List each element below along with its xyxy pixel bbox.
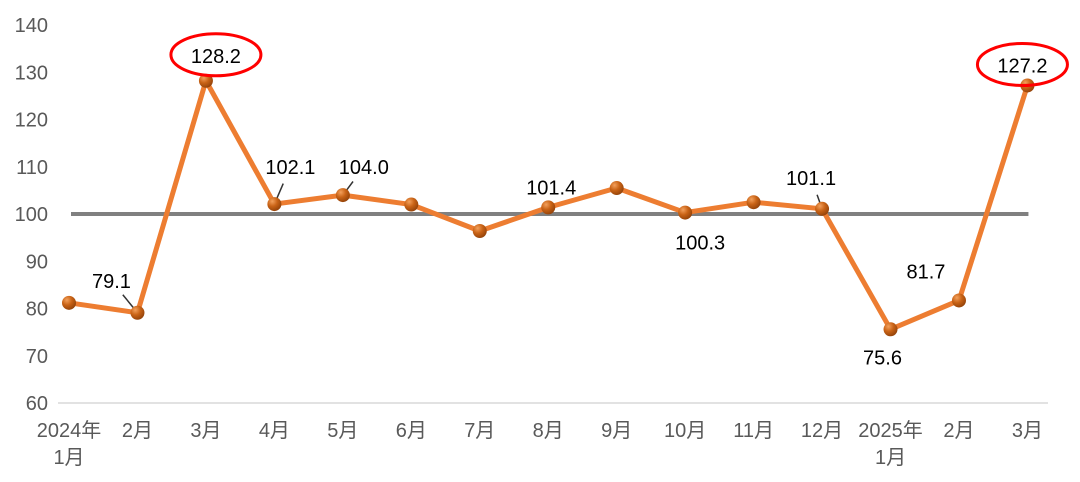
- x-tick-label: 1月: [53, 447, 84, 469]
- x-tick-label: 11月: [733, 420, 774, 442]
- data-label: 75.6: [863, 347, 902, 369]
- data-point-marker: [609, 181, 624, 196]
- data-label: 79.1: [92, 271, 131, 293]
- data-label: 81.7: [907, 261, 946, 283]
- y-tick-label: 110: [16, 157, 48, 179]
- data-label-leader-line: [275, 183, 284, 201]
- y-tick-label: 90: [26, 251, 48, 273]
- data-label: 104.0: [339, 157, 389, 179]
- x-tick-label: 2月: [122, 420, 153, 442]
- data-point-marker: [746, 195, 761, 210]
- data-point-marker: [815, 201, 830, 216]
- data-point-marker: [335, 188, 350, 203]
- data-label: 101.4: [526, 177, 576, 199]
- y-tick-label: 70: [26, 346, 48, 368]
- x-tick-label: 12月: [801, 420, 843, 442]
- x-tick-label: 3月: [190, 420, 221, 442]
- y-tick-label: 100: [15, 204, 48, 226]
- highlight-ellipse: [975, 41, 1069, 87]
- data-label: 101.1: [786, 168, 836, 190]
- data-point-marker: [951, 293, 966, 308]
- x-tick-label: 2025年: [858, 419, 923, 442]
- x-tick-label: 5月: [327, 420, 358, 442]
- data-point-marker: [198, 73, 213, 88]
- data-point-marker: [472, 224, 487, 239]
- data-label: 128.2: [191, 46, 241, 68]
- data-label: 100.3: [675, 233, 725, 255]
- data-label-leader-line: [122, 294, 136, 311]
- data-point-marker: [267, 197, 282, 212]
- y-tick-label: 130: [15, 62, 48, 84]
- x-tick-label: 8月: [533, 420, 564, 442]
- y-tick-label: 80: [26, 299, 48, 321]
- data-label: 102.1: [265, 157, 315, 179]
- x-tick-label: 6月: [396, 420, 427, 442]
- x-tick-label: 1月: [875, 447, 906, 469]
- data-point-marker: [130, 305, 145, 320]
- data-point-marker: [541, 200, 556, 215]
- x-tick-label: 2月: [943, 420, 974, 442]
- y-tick-label: 120: [15, 110, 48, 132]
- data-point-marker: [883, 322, 898, 337]
- x-tick-label: 9月: [601, 420, 632, 442]
- data-point-marker: [404, 197, 419, 212]
- x-tick-label: 3月: [1012, 420, 1043, 442]
- x-tick-label: 2024年: [37, 419, 102, 442]
- y-tick-label: 140: [15, 15, 48, 37]
- highlight-ellipse: [169, 32, 263, 78]
- x-tick-label: 10月: [664, 420, 706, 442]
- x-tick-label: 4月: [259, 420, 290, 442]
- data-point-marker: [678, 205, 693, 220]
- x-tick-label: 7月: [464, 420, 495, 442]
- data-point-marker: [62, 295, 76, 310]
- data-label: 127.2: [997, 55, 1047, 77]
- y-tick-label: 60: [26, 393, 48, 415]
